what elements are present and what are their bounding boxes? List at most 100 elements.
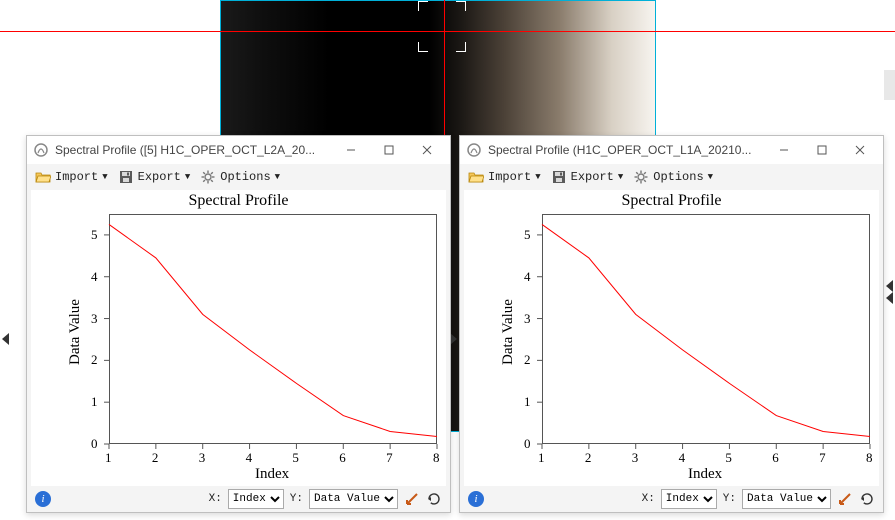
options-label: Options — [220, 170, 270, 184]
x-tick-label: 1 — [105, 450, 112, 466]
x-tick-label: 6 — [772, 450, 779, 466]
x-tick-label: 1 — [538, 450, 545, 466]
caret-down-icon: ▼ — [102, 173, 107, 182]
close-button[interactable] — [408, 136, 446, 164]
y-axis-prefix: Y: — [723, 493, 736, 505]
crop-mark — [418, 42, 428, 52]
crop-mark — [456, 42, 466, 52]
y-tick-label: 1 — [524, 394, 531, 410]
window-title: Spectral Profile (H1C_OPER_OCT_L1A_20210… — [488, 143, 765, 157]
folder-open-icon — [35, 169, 51, 185]
swap-axes-icon[interactable] — [837, 491, 853, 507]
right-scroll-strip[interactable] — [884, 70, 895, 100]
y-tick-label: 3 — [524, 311, 531, 327]
minimize-button[interactable] — [332, 136, 370, 164]
x-axis-select[interactable]: Index — [661, 489, 717, 509]
panel-expand-right[interactable] — [450, 333, 458, 345]
profile-window: Spectral Profile (H1C_OPER_OCT_L1A_20210… — [459, 135, 884, 513]
profile-window: Spectral Profile ([5] H1C_OPER_OCT_L2A_2… — [26, 135, 451, 513]
x-tick-label: 5 — [725, 450, 732, 466]
caret-down-icon: ▼ — [185, 173, 190, 182]
x-axis-select[interactable]: Index — [228, 489, 284, 509]
window-title: Spectral Profile ([5] H1C_OPER_OCT_L2A_2… — [55, 143, 332, 157]
y-tick-label: 0 — [524, 436, 531, 452]
y-tick-label: 3 — [91, 311, 98, 327]
caret-down-icon: ▼ — [535, 173, 540, 182]
chart-area: Spectral Profile Data ValueIndex12345678… — [31, 190, 446, 486]
caret-down-icon: ▼ — [708, 173, 713, 182]
footer-bar: i X: Index Y: Data Value — [460, 486, 883, 512]
help-icon[interactable]: i — [35, 491, 51, 507]
y-tick-label: 2 — [91, 352, 98, 368]
y-tick-label: 5 — [524, 227, 531, 243]
export-label: Export — [138, 170, 181, 184]
y-axis-select[interactable]: Data Value — [742, 489, 831, 509]
maximize-button[interactable] — [370, 136, 408, 164]
options-label: Options — [653, 170, 703, 184]
y-tick-label: 0 — [91, 436, 98, 452]
floppy-disk-icon — [551, 169, 567, 185]
x-tick-label: 4 — [246, 450, 253, 466]
floppy-disk-icon — [118, 169, 134, 185]
x-tick-label: 2 — [152, 450, 159, 466]
chart-title: Spectral Profile — [31, 190, 446, 210]
caret-down-icon: ▼ — [275, 173, 280, 182]
x-axis-label: Index — [255, 466, 289, 483]
y-tick-label: 2 — [524, 352, 531, 368]
app-icon — [33, 142, 49, 158]
swap-axes-icon[interactable] — [404, 491, 420, 507]
titlebar[interactable]: Spectral Profile ([5] H1C_OPER_OCT_L2A_2… — [27, 136, 450, 164]
y-tick-label: 1 — [91, 394, 98, 410]
y-tick-label: 4 — [91, 269, 98, 285]
x-tick-label: 6 — [339, 450, 346, 466]
export-menu[interactable]: Export ▼ — [118, 169, 191, 185]
titlebar[interactable]: Spectral Profile (H1C_OPER_OCT_L1A_20210… — [460, 136, 883, 164]
crop-mark — [418, 1, 428, 11]
chart-title: Spectral Profile — [464, 190, 879, 210]
right-tray-handle[interactable] — [886, 280, 894, 292]
y-axis-label: Data Value — [500, 299, 517, 365]
help-icon[interactable]: i — [468, 491, 484, 507]
caret-down-icon: ▼ — [618, 173, 623, 182]
x-axis-prefix: X: — [642, 493, 655, 505]
crop-mark — [456, 1, 466, 11]
x-tick-label: 7 — [819, 450, 826, 466]
footer-bar: i X: Index Y: Data Value — [27, 486, 450, 512]
x-tick-label: 7 — [386, 450, 393, 466]
chart-area: Spectral Profile Data Value Index 1 2 3 4 5 6 7 8… — [464, 190, 879, 486]
y-axis-select[interactable]: Data Value — [309, 489, 398, 509]
x-tick-label: 4 — [679, 450, 686, 466]
gear-icon — [633, 169, 649, 185]
maximize-button[interactable] — [803, 136, 841, 164]
import-menu[interactable]: Import ▼ — [35, 169, 108, 185]
options-menu[interactable]: Options ▼ — [200, 169, 280, 185]
gear-icon — [200, 169, 216, 185]
refresh-icon[interactable] — [426, 491, 442, 507]
right-tray-handle[interactable] — [886, 292, 894, 304]
minimize-button[interactable] — [765, 136, 803, 164]
options-menu[interactable]: Options ▼ — [633, 169, 713, 185]
export-menu[interactable]: Export ▼ — [551, 169, 624, 185]
plot-box[interactable] — [542, 214, 870, 444]
folder-open-icon — [468, 169, 484, 185]
close-button[interactable] — [841, 136, 879, 164]
panel-collapse-left[interactable] — [2, 333, 10, 345]
x-tick-label: 8 — [866, 450, 873, 466]
x-tick-label: 5 — [292, 450, 299, 466]
refresh-icon[interactable] — [859, 491, 875, 507]
y-axis-prefix: Y: — [290, 493, 303, 505]
x-tick-label: 3 — [632, 450, 639, 466]
x-tick-label: 8 — [433, 450, 440, 466]
app-icon — [466, 142, 482, 158]
export-label: Export — [571, 170, 614, 184]
x-tick-label: 2 — [585, 450, 592, 466]
import-menu[interactable]: Import ▼ — [468, 169, 541, 185]
toolbar: Import ▼ Export ▼ Options ▼ — [460, 164, 883, 190]
y-tick-label: 4 — [524, 269, 531, 285]
import-label: Import — [55, 170, 98, 184]
horizontal-guide — [0, 31, 895, 32]
plot-box[interactable] — [109, 214, 437, 444]
toolbar: Import ▼ Export ▼ Options ▼ — [27, 164, 450, 190]
x-axis-label: Index — [688, 466, 722, 483]
y-tick-label: 5 — [91, 227, 98, 243]
